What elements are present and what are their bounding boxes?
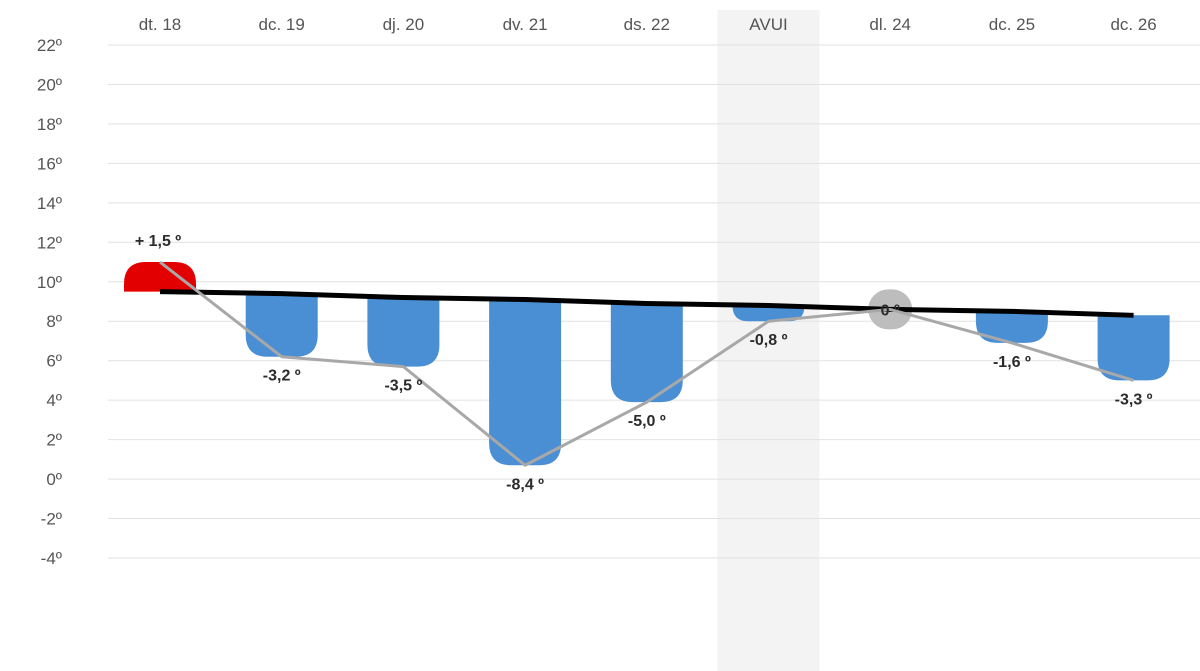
day-label: AVUI bbox=[749, 15, 787, 34]
deviation-bar-negative bbox=[1097, 315, 1170, 381]
day-label: dj. 20 bbox=[383, 15, 425, 34]
y-tick-label: 10º bbox=[37, 273, 62, 292]
deviation-label: -8,4 º bbox=[506, 476, 544, 493]
temperature-line bbox=[159, 260, 1135, 467]
day-label: dc. 19 bbox=[259, 15, 305, 34]
y-tick-label: 12º bbox=[37, 233, 62, 252]
day-label: ds. 22 bbox=[624, 15, 670, 34]
day-label: dt. 18 bbox=[139, 15, 182, 34]
day-label: dv. 21 bbox=[503, 15, 548, 34]
y-tick-label: 0º bbox=[46, 470, 62, 489]
y-tick-label: 14º bbox=[37, 194, 62, 213]
y-tick-label: 16º bbox=[37, 154, 62, 173]
deviation-bar-negative bbox=[245, 293, 318, 357]
y-tick-label: -4º bbox=[41, 549, 62, 568]
deviation-bar-positive bbox=[124, 262, 196, 292]
deviation-bar-negative bbox=[975, 311, 1048, 343]
y-tick-label: 18º bbox=[37, 115, 62, 134]
y-tick-label: 8º bbox=[46, 312, 62, 331]
y-tick-label: 22º bbox=[37, 36, 62, 55]
reference-line bbox=[159, 289, 1134, 318]
day-label: dl. 24 bbox=[869, 15, 911, 34]
deviation-bar-negative bbox=[732, 305, 805, 322]
deviation-label: -3,5 º bbox=[384, 378, 422, 395]
y-tick-label: 6º bbox=[46, 352, 62, 371]
deviation-label: -3,3 º bbox=[1115, 391, 1153, 408]
deviation-label: -0,8 º bbox=[750, 332, 788, 349]
y-tick-label: 20º bbox=[37, 75, 62, 94]
today-highlight-band bbox=[717, 10, 820, 671]
day-label: dc. 25 bbox=[989, 15, 1035, 34]
y-tick-label: 2º bbox=[46, 431, 62, 450]
y-tick-label: -2º bbox=[41, 510, 62, 529]
deviation-label: 0 º bbox=[881, 302, 900, 319]
deviation-label: -3,2 º bbox=[263, 368, 301, 385]
deviation-bar-negative bbox=[610, 303, 683, 403]
deviation-bar-negative bbox=[489, 299, 562, 466]
deviation-label: + 1,5 º bbox=[135, 233, 181, 250]
day-label: dc. 26 bbox=[1110, 15, 1156, 34]
deviation-bar-negative bbox=[367, 297, 440, 367]
deviation-label: -1,6 º bbox=[993, 354, 1031, 371]
y-tick-label: 4º bbox=[46, 391, 62, 410]
deviation-label: -5,0 º bbox=[628, 413, 666, 430]
